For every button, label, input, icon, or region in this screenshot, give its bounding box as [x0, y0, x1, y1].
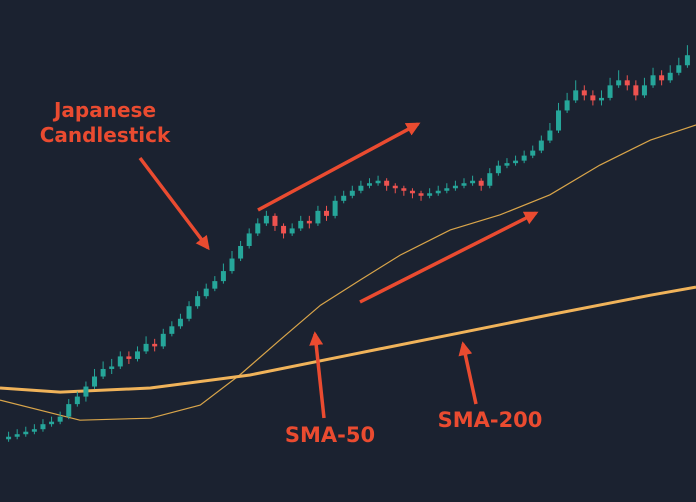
candle-body	[487, 173, 493, 186]
candle-body	[659, 75, 665, 81]
candle-body	[409, 190, 415, 194]
candle-body	[169, 326, 175, 334]
candle-body	[564, 100, 570, 111]
candle-body	[427, 193, 433, 196]
candle-body	[598, 97, 604, 101]
arrow	[359, 211, 539, 304]
candle-body	[384, 180, 390, 186]
candle-body	[229, 258, 235, 272]
candle-body	[349, 190, 355, 196]
candle-body	[203, 288, 209, 297]
candle-body	[212, 281, 218, 289]
candle-body	[49, 421, 55, 425]
candle-body	[470, 180, 476, 184]
candle-body	[177, 318, 183, 327]
candle-body	[117, 356, 123, 367]
candle-body	[478, 180, 484, 186]
candle-body	[66, 404, 72, 417]
candle-body	[641, 85, 647, 96]
plot	[0, 45, 696, 442]
candle-body	[556, 110, 562, 131]
candle-body	[624, 80, 630, 86]
candle-body	[358, 185, 364, 191]
annotation: Candlestick	[40, 123, 171, 147]
candle-body	[160, 333, 166, 347]
candle-body	[23, 431, 29, 435]
candle-body	[401, 188, 407, 191]
candle-body	[616, 80, 622, 86]
candle-body	[418, 193, 424, 196]
candle-body	[375, 180, 381, 184]
candle-body	[74, 396, 80, 405]
candle-body	[315, 210, 321, 224]
candle-body	[126, 356, 132, 359]
candle-body	[272, 215, 278, 226]
candle-body	[590, 95, 596, 101]
arrow	[138, 156, 210, 251]
candle-body	[513, 160, 519, 164]
candle-body	[324, 210, 330, 216]
candle-body	[14, 434, 20, 437]
annotation-arrows	[138, 122, 539, 419]
candle-body	[246, 233, 252, 246]
candle-body	[40, 424, 46, 430]
annotation: SMA-200	[438, 408, 543, 432]
candle-body	[461, 183, 467, 186]
moving-average-line	[0, 124, 696, 421]
candle-body	[238, 245, 244, 259]
annotation: Japanese	[52, 98, 156, 122]
candle-body	[676, 65, 682, 73]
arrow	[458, 341, 478, 405]
arrow	[309, 331, 326, 419]
candle-body	[581, 90, 587, 96]
arrow	[257, 122, 421, 212]
candle-body	[143, 343, 149, 352]
candle-body	[57, 416, 63, 422]
candle-body	[6, 436, 12, 440]
candle-body	[186, 306, 192, 319]
candle-body	[573, 90, 579, 101]
candle-body	[134, 351, 140, 359]
candle-body	[109, 366, 115, 369]
candle-body	[607, 85, 613, 98]
candle-body	[152, 343, 158, 347]
candle-body	[504, 163, 510, 166]
candle-body	[366, 183, 372, 186]
candle-body	[92, 376, 98, 387]
candle-body	[298, 220, 304, 229]
moving-average-line	[0, 285, 696, 394]
candle-body	[633, 85, 639, 96]
candle-body	[530, 150, 536, 156]
candle-body	[220, 271, 226, 282]
candle-body	[444, 188, 450, 191]
candle-body	[547, 130, 553, 141]
candle-body	[263, 215, 269, 224]
annotation: SMA-50	[285, 423, 375, 447]
candle-body	[650, 75, 656, 86]
candle-body	[100, 368, 106, 377]
candle-body	[281, 225, 287, 234]
candle-body	[435, 190, 441, 194]
candle-body	[495, 165, 501, 174]
candle-body	[332, 200, 338, 216]
candle-body	[306, 220, 312, 224]
candle-body	[521, 155, 527, 161]
candle-body	[684, 55, 690, 66]
candle-body	[341, 195, 347, 201]
candle-body	[667, 72, 673, 81]
candle-body	[31, 429, 37, 432]
candle-body	[392, 185, 398, 189]
candle-body	[83, 386, 89, 397]
candle-body	[452, 185, 458, 189]
candle-body	[538, 140, 544, 151]
candle-body	[289, 228, 295, 234]
candle-body	[195, 296, 201, 307]
candle-body	[255, 223, 261, 234]
